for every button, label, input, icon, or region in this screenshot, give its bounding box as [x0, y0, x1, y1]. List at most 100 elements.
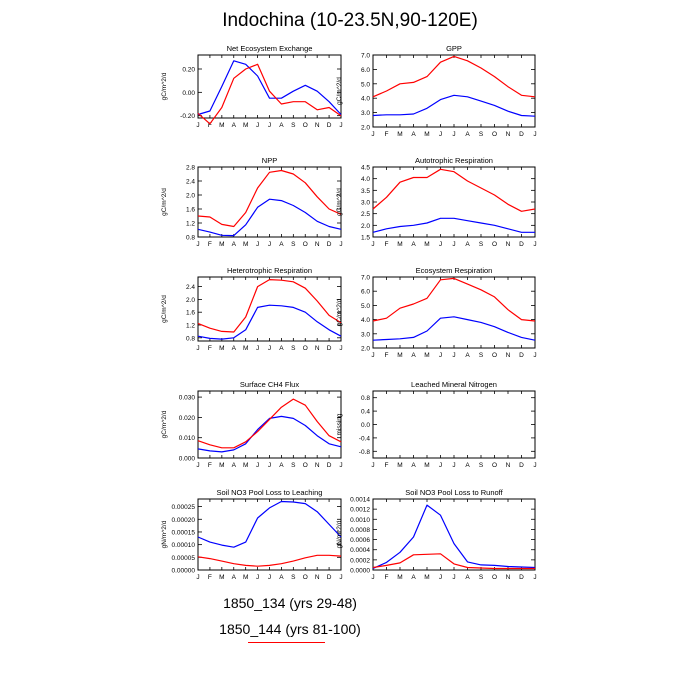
- series-line-1: [197, 198, 342, 237]
- x-tick-label: M: [243, 574, 248, 581]
- x-tick-label: M: [243, 462, 248, 469]
- x-tick-label: J: [533, 241, 536, 248]
- x-tick-label: S: [479, 462, 484, 469]
- x-tick-label: A: [232, 462, 237, 469]
- x-tick-label: M: [219, 241, 224, 248]
- series-line-1: [197, 500, 342, 548]
- x-tick-label: F: [385, 462, 389, 469]
- panel-title: Soil NO3 Pool Loss to Runoff: [405, 488, 503, 497]
- x-tick-label: A: [232, 122, 237, 129]
- series-line-1: [197, 304, 342, 340]
- x-tick-label: S: [479, 241, 484, 248]
- x-tick-label: S: [291, 462, 296, 469]
- x-tick-label: N: [315, 462, 320, 469]
- legend-entry-2: 1850_144 (yrs 81-100): [150, 621, 430, 637]
- x-tick-label: J: [371, 241, 374, 248]
- x-tick-label: J: [339, 122, 342, 129]
- y-tick-label: -0.8: [359, 449, 371, 456]
- x-tick-label: M: [397, 241, 402, 248]
- x-tick-label: J: [196, 345, 199, 352]
- y-axis-label: gC/m^2/d: [336, 77, 343, 105]
- x-tick-label: N: [506, 241, 511, 248]
- x-tick-label: F: [208, 462, 212, 469]
- y-tick-label: 1.5: [361, 235, 370, 242]
- y-axis-label: gC/m^2/d: [336, 298, 343, 326]
- y-tick-label: 2.0: [361, 223, 370, 230]
- x-tick-label: N: [506, 352, 511, 359]
- y-tick-label: 0.00015: [172, 529, 196, 536]
- x-tick-label: M: [424, 462, 429, 469]
- y-tick-label: 0.0008: [350, 527, 370, 534]
- series-line-2: [197, 63, 342, 125]
- y-tick-label: 0.0014: [350, 497, 370, 504]
- x-tick-label: A: [411, 574, 416, 581]
- x-tick-label: M: [219, 122, 224, 129]
- chart-panel-9: Soil NO3 Pool Loss to Leaching gN/m^2/d 0.…: [161, 488, 343, 581]
- y-tick-label: 3.5: [361, 188, 370, 195]
- x-tick-label: A: [465, 352, 470, 359]
- x-tick-label: J: [339, 462, 342, 469]
- x-tick-label: J: [268, 462, 271, 469]
- x-tick-label: J: [439, 241, 442, 248]
- x-tick-label: M: [397, 131, 402, 138]
- x-tick-label: J: [339, 345, 342, 352]
- x-tick-label: J: [339, 574, 342, 581]
- x-tick-label: D: [519, 131, 524, 138]
- x-tick-label: M: [397, 462, 402, 469]
- chart-panel-4: Autotrophic Respiration gC/m^2/d 1.5 2.0 2.5…: [336, 156, 537, 248]
- x-tick-label: J: [196, 462, 199, 469]
- y-tick-label: 0.030: [179, 395, 196, 402]
- y-tick-label: 0.00025: [172, 504, 196, 511]
- x-tick-label: J: [452, 462, 455, 469]
- y-tick-label: 0.8: [186, 235, 195, 242]
- y-tick-label: -0.20: [180, 113, 195, 120]
- plot-frame: [372, 390, 536, 459]
- x-tick-label: J: [268, 574, 271, 581]
- x-tick-label: S: [291, 574, 296, 581]
- y-tick-label: 2.0: [186, 297, 195, 304]
- x-tick-label: J: [196, 574, 199, 581]
- legend-label-1: 1850_134 (yrs 29-48): [223, 595, 357, 611]
- y-tick-label: 0.0012: [350, 507, 370, 514]
- legend-entry-1: 1850_134 (yrs 29-48): [150, 595, 430, 611]
- x-tick-label: N: [315, 241, 320, 248]
- x-tick-label: M: [424, 241, 429, 248]
- x-tick-label: J: [439, 574, 442, 581]
- x-tick-label: J: [439, 462, 442, 469]
- series-line-2: [372, 168, 536, 212]
- y-tick-label: 4.0: [361, 176, 370, 183]
- panel-title: Net Ecosystem Exchange: [227, 44, 313, 53]
- x-tick-label: J: [452, 574, 455, 581]
- y-tick-label: 4.0: [361, 317, 370, 324]
- x-tick-label: F: [385, 241, 389, 248]
- y-tick-label: 0.8: [186, 335, 195, 342]
- x-tick-label: M: [243, 345, 248, 352]
- panel-title: GPP: [446, 44, 462, 53]
- x-tick-label: S: [291, 241, 296, 248]
- x-tick-label: J: [256, 574, 259, 581]
- series-line-2: [372, 55, 536, 98]
- panel-title: NPP: [262, 156, 277, 165]
- x-tick-label: D: [519, 241, 524, 248]
- y-tick-label: 0.8: [361, 395, 370, 402]
- y-tick-label: 0.4: [361, 409, 370, 416]
- x-tick-label: D: [327, 241, 332, 248]
- x-tick-label: S: [479, 574, 484, 581]
- plot-frame: [197, 276, 342, 342]
- x-tick-label: N: [315, 345, 320, 352]
- y-tick-label: 0.00005: [172, 555, 196, 562]
- x-tick-label: S: [291, 345, 296, 352]
- y-tick-label: 0.000: [179, 456, 196, 463]
- y-axis-label: gC/m^2/d: [336, 188, 343, 216]
- y-tick-label: 0.0002: [350, 557, 370, 564]
- panel-title: Leached Mineral Nitrogen: [411, 380, 497, 389]
- x-tick-label: J: [533, 352, 536, 359]
- x-tick-label: A: [232, 345, 237, 352]
- y-tick-label: 2.0: [361, 125, 370, 132]
- y-axis-label: missing: [336, 413, 343, 435]
- chart-panel-6: Ecosystem Respiration gC/m^2/d 2.0 3.0 4.0 5.…: [336, 266, 537, 359]
- x-tick-label: N: [315, 122, 320, 129]
- x-tick-label: S: [479, 352, 484, 359]
